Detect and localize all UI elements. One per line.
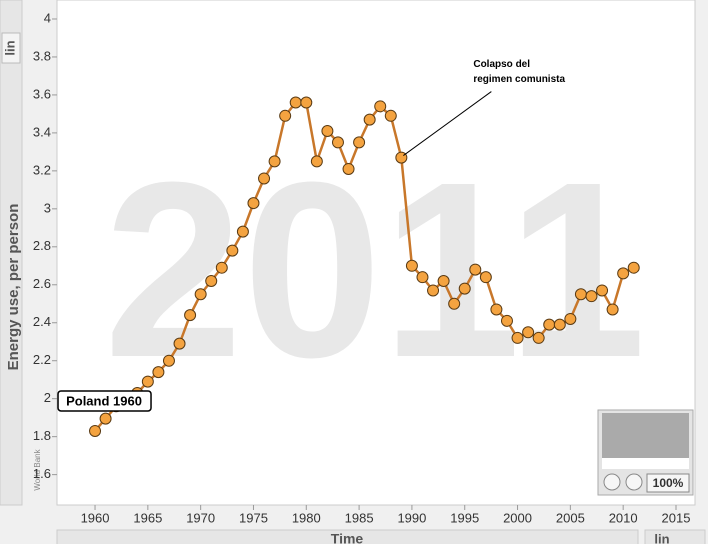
source-label: World Bank xyxy=(33,448,42,490)
data-point xyxy=(363,113,376,126)
data-point xyxy=(173,337,186,350)
point-label: Poland 1960 xyxy=(66,393,142,408)
data-point xyxy=(152,366,165,379)
data-point xyxy=(258,172,271,185)
data-point xyxy=(606,303,619,316)
y-tick-label: 2.8 xyxy=(33,238,51,253)
data-point xyxy=(585,290,598,303)
data-point xyxy=(300,96,313,109)
data-point xyxy=(427,284,440,297)
data-point xyxy=(500,314,513,327)
y-tick-label: 2.4 xyxy=(33,314,51,329)
data-point xyxy=(279,109,292,122)
y-tick-label: 2.6 xyxy=(33,276,51,291)
y-tick-label: 1.8 xyxy=(33,428,51,443)
data-point xyxy=(289,96,302,109)
data-point xyxy=(448,297,461,310)
data-point xyxy=(511,331,524,344)
x-tick-label: 1995 xyxy=(450,510,479,525)
x-tick-label: 2015 xyxy=(662,510,691,525)
point-label-box xyxy=(57,390,152,412)
data-point xyxy=(226,244,239,257)
data-point xyxy=(437,274,450,287)
data-point xyxy=(215,261,228,274)
x-tick-label: 2000 xyxy=(503,510,532,525)
data-point xyxy=(469,263,482,276)
data-point xyxy=(247,197,260,210)
data-point xyxy=(374,100,387,113)
data-point xyxy=(490,303,503,316)
zoom-in[interactable] xyxy=(603,473,621,491)
zoom-out[interactable] xyxy=(625,473,643,491)
zoom-level: 100% xyxy=(653,476,684,490)
x-tick-label: 2005 xyxy=(556,510,585,525)
data-point xyxy=(416,271,429,284)
data-point xyxy=(236,225,249,238)
x-tick-label: 1980 xyxy=(292,510,321,525)
x-tick-label: 1985 xyxy=(345,510,374,525)
data-point xyxy=(617,267,630,280)
x-tick-label: 1960 xyxy=(81,510,110,525)
data-point xyxy=(331,136,344,149)
data-point xyxy=(532,331,545,344)
data-point xyxy=(522,326,535,339)
y-tick-label: 4 xyxy=(44,10,51,25)
data-point xyxy=(596,284,609,297)
data-point xyxy=(458,282,471,295)
x-tick-label: 1975 xyxy=(239,510,268,525)
data-point xyxy=(405,259,418,272)
y-panel xyxy=(0,0,23,506)
data-point xyxy=(384,109,397,122)
y-tick-label: 3.8 xyxy=(33,48,51,63)
minimap-view xyxy=(602,458,689,469)
data-point xyxy=(543,318,556,331)
y-tick-label: 3 xyxy=(44,200,51,215)
data-point xyxy=(89,424,102,437)
y-axis-label: Energy use, per person xyxy=(5,204,22,371)
data-point xyxy=(310,155,323,168)
data-point xyxy=(627,261,640,274)
data-point xyxy=(574,288,587,301)
data-point xyxy=(353,136,366,149)
data-point xyxy=(205,274,218,287)
data-point xyxy=(141,375,154,388)
data-point xyxy=(99,412,112,425)
plot-area xyxy=(56,0,696,506)
y-scale-button[interactable] xyxy=(1,32,21,64)
x-scale-label: lin xyxy=(654,531,669,544)
y-tick-label: 3.4 xyxy=(33,124,51,139)
data-point xyxy=(184,309,197,322)
annotation-text: regimen comunista xyxy=(473,74,565,85)
y-tick-label: 2 xyxy=(44,390,51,405)
data-point xyxy=(564,312,577,325)
x-tick-label: 1990 xyxy=(397,510,426,525)
data-point xyxy=(268,155,281,168)
data-point xyxy=(162,354,175,367)
annotation-line xyxy=(403,91,492,156)
y-tick-label: 3.2 xyxy=(33,162,51,177)
y-tick-label: 2.2 xyxy=(33,352,51,367)
x-tick-label: 1970 xyxy=(186,510,215,525)
year-watermark: 2011 xyxy=(104,130,646,409)
zoom-reset[interactable] xyxy=(646,473,690,493)
x-tick-label: 1965 xyxy=(133,510,162,525)
data-point xyxy=(321,124,334,137)
data-point xyxy=(342,162,355,175)
y-tick-label: 1.6 xyxy=(33,466,51,481)
y-tick-label: 3.6 xyxy=(33,86,51,101)
data-point xyxy=(479,271,492,284)
data-point xyxy=(553,318,566,331)
x-axis-label: Time xyxy=(331,531,364,544)
y-scale-label: lin xyxy=(2,40,17,55)
annotation-text: Colapso del xyxy=(473,59,530,70)
series-line xyxy=(94,101,635,432)
data-point xyxy=(194,288,207,301)
x-tick-label: 2010 xyxy=(609,510,638,525)
